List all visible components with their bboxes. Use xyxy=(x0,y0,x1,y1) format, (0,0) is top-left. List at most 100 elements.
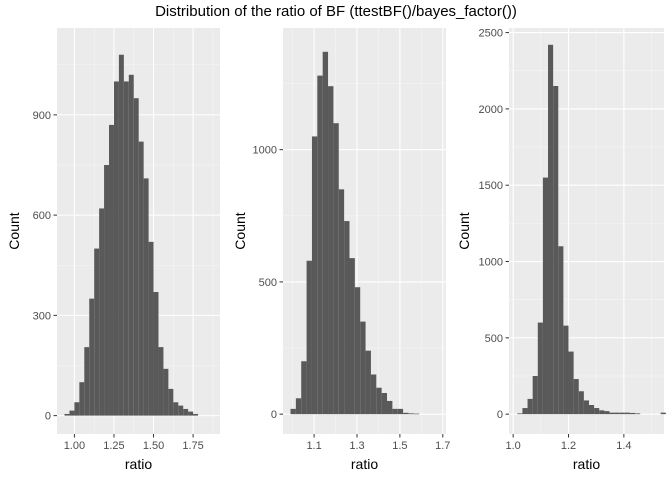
x-tick-label: 1.3 xyxy=(349,440,364,452)
y-axis-title: Count xyxy=(456,212,472,249)
histogram-bar xyxy=(573,379,579,415)
histogram-bar xyxy=(558,246,564,415)
histogram-bar xyxy=(183,408,189,416)
histogram-bar xyxy=(113,81,119,416)
histogram-bar xyxy=(188,411,194,416)
histogram-bar xyxy=(594,408,600,415)
histogram-bar xyxy=(349,258,355,415)
histogram-bar xyxy=(381,393,388,415)
histogram-bar xyxy=(123,81,129,416)
y-tick-label: 2500 xyxy=(479,28,503,40)
histogram-bar xyxy=(548,44,554,415)
x-tick-label: 1.50 xyxy=(143,440,164,452)
histogram-bar xyxy=(344,221,350,415)
histogram-bar xyxy=(624,412,630,415)
y-tick-label: 900 xyxy=(33,110,51,122)
histogram-bar xyxy=(408,413,414,415)
panel-background xyxy=(509,28,664,434)
x-axis-title: ratio xyxy=(125,456,152,472)
histogram-bar xyxy=(153,291,159,416)
histogram-bar xyxy=(376,387,382,415)
histogram-bar xyxy=(563,325,569,415)
histogram-bar xyxy=(365,350,371,415)
y-tick-label: 1000 xyxy=(479,257,503,269)
histogram-bar xyxy=(295,398,302,415)
histogram-bar xyxy=(522,408,528,415)
y-axis-title: Count xyxy=(232,212,248,249)
histogram-bar xyxy=(301,361,307,415)
histogram-bar xyxy=(104,165,110,416)
histogram-bar xyxy=(311,136,318,415)
histogram-bar xyxy=(128,74,134,416)
histogram-bar xyxy=(397,408,404,415)
x-tick-label: 1.4 xyxy=(616,440,631,452)
histogram-bar xyxy=(568,351,574,415)
x-axis-title: ratio xyxy=(573,456,600,472)
histogram-bar xyxy=(599,410,605,415)
histogram-bar xyxy=(328,86,334,415)
histogram-bar xyxy=(354,287,361,415)
histogram-bar xyxy=(74,402,80,416)
histogram-bar xyxy=(306,260,312,415)
histogram-bar xyxy=(84,347,90,416)
y-tick-label: 300 xyxy=(33,310,51,322)
histogram-bar xyxy=(609,412,615,415)
y-tick-label: 0 xyxy=(45,411,51,423)
histogram-bar xyxy=(338,189,345,415)
histogram-bar xyxy=(168,388,174,416)
x-tick-label: 1.2 xyxy=(561,440,576,452)
histogram-bar xyxy=(542,177,549,415)
y-tick-label: 1000 xyxy=(253,145,277,157)
y-tick-label: 2000 xyxy=(479,104,503,116)
histogram-bar xyxy=(99,208,105,416)
x-tick-label: 1.00 xyxy=(64,440,85,452)
y-axis-title: Count xyxy=(6,212,22,249)
histogram-bar xyxy=(537,322,543,415)
histogram-bar xyxy=(109,124,114,416)
histogram-bar xyxy=(403,412,409,415)
x-tick-label: 1.0 xyxy=(506,440,521,452)
x-tick-label: 1.75 xyxy=(182,440,203,452)
histogram-bar xyxy=(532,376,538,415)
x-tick-label: 1.1 xyxy=(306,440,321,452)
histogram-panel-3: 1.0 1.2 1.4 0 500 1000 1500 2000 2500 ratio Count xyxy=(456,28,666,472)
histogram-bar xyxy=(69,410,75,416)
histogram-bar xyxy=(619,412,625,415)
histogram-bar xyxy=(527,398,533,415)
histogram-bar xyxy=(413,413,420,415)
histogram-bar xyxy=(604,411,610,415)
y-tick-label: 0 xyxy=(497,409,503,421)
x-tick-label: 1.25 xyxy=(103,440,124,452)
histogram-bar xyxy=(148,241,154,416)
x-axis-title: ratio xyxy=(351,456,378,472)
histogram-bar xyxy=(163,368,169,416)
histogram-bar xyxy=(118,54,124,416)
histogram-bar xyxy=(133,98,139,416)
histogram-bar xyxy=(583,400,589,415)
histogram-bar xyxy=(173,402,179,416)
histogram-bar xyxy=(578,391,584,415)
histogram-bar xyxy=(322,51,329,415)
y-tick-label: 500 xyxy=(485,333,503,345)
histogram-panel-1: 1.00 1.25 1.50 1.75 0 300 600 900 ratio Count xyxy=(6,28,220,472)
histogram-bar xyxy=(387,400,393,415)
x-tick-label: 1.7 xyxy=(435,440,450,452)
histogram-bar xyxy=(89,298,95,416)
histogram-bar xyxy=(614,412,620,415)
histogram-bar xyxy=(94,248,100,416)
histogram-bar xyxy=(193,413,199,416)
histogram-bar xyxy=(517,413,523,415)
histogram-bar xyxy=(588,405,595,415)
histogram-bar xyxy=(158,347,164,416)
x-tick-label: 1.5 xyxy=(392,440,407,452)
histogram-bar xyxy=(660,412,666,415)
histogram-bar xyxy=(317,75,323,415)
y-tick-label: 1500 xyxy=(479,180,503,192)
histogram-bar xyxy=(79,382,85,416)
histogram-bar xyxy=(629,412,636,415)
y-tick-label: 500 xyxy=(259,277,277,289)
histogram-bar xyxy=(635,413,641,415)
histogram-bar xyxy=(178,405,184,416)
histogram-bar xyxy=(290,408,296,415)
